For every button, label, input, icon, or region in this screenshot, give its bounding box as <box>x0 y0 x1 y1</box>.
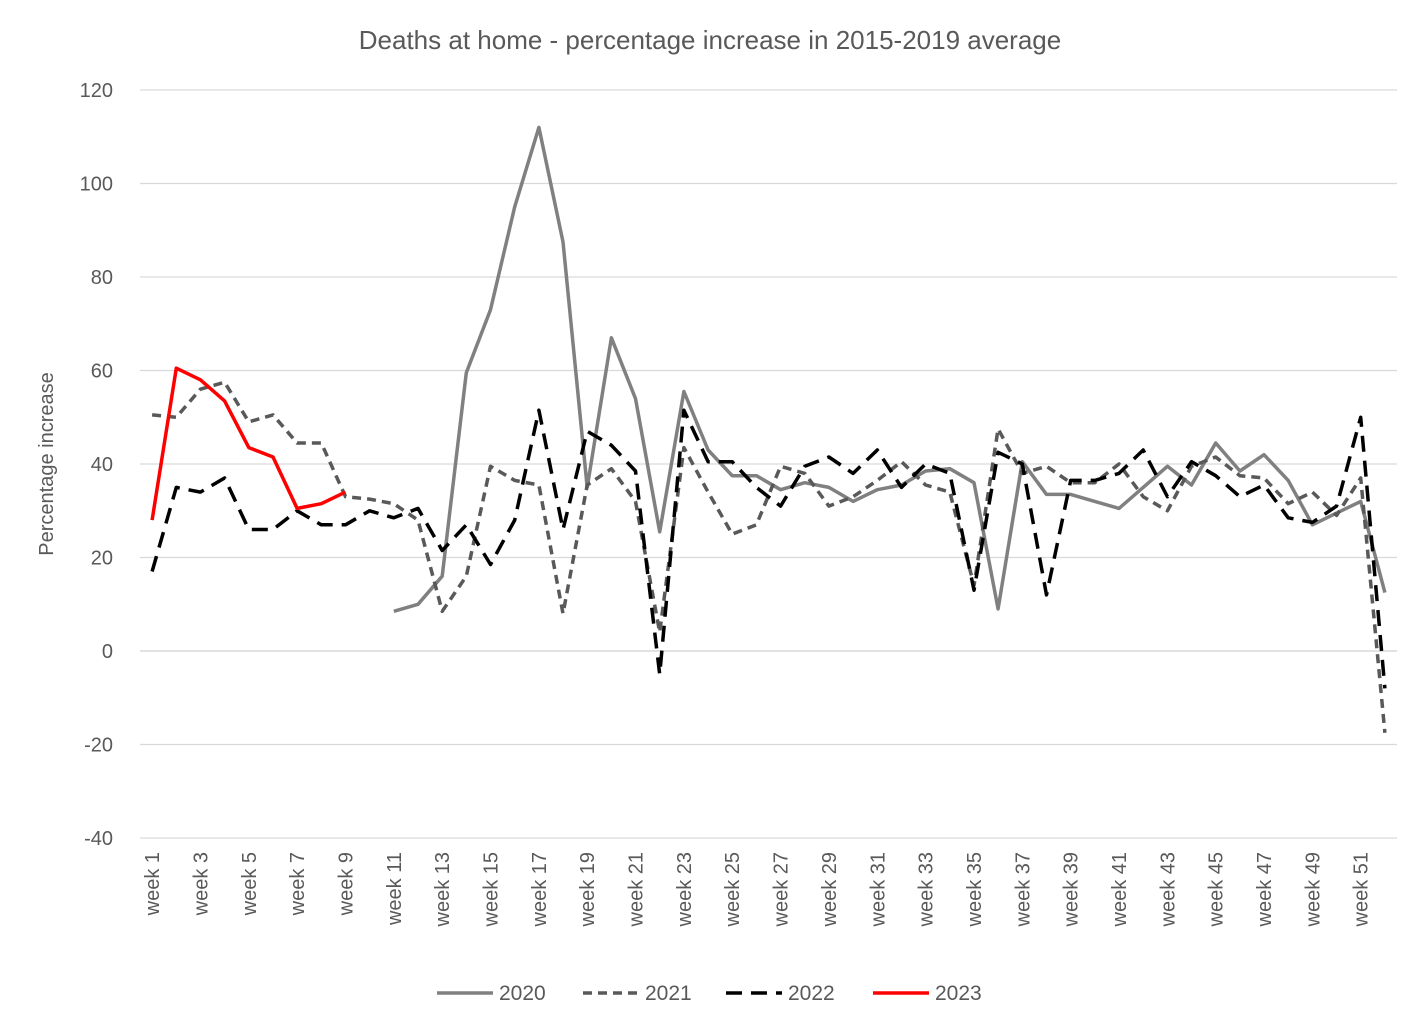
series-line-2023 <box>150 366 347 521</box>
y-tick-label: 60 <box>91 361 113 383</box>
x-tick-label: week 9 <box>335 852 357 916</box>
y-tick-label: 120 <box>80 80 113 102</box>
y-tick-label: 20 <box>91 548 113 570</box>
x-tick-label: week 13 <box>432 852 454 928</box>
y-tick-label: 100 <box>80 174 113 196</box>
x-tick-label: week 23 <box>674 852 696 928</box>
x-tick-label: week 49 <box>1302 852 1324 928</box>
x-axis-tick-labels: week 1 week 3 week 5 week 7 week 9 week 11 wee… <box>142 852 1373 928</box>
x-tick-label: week 21 <box>626 852 648 928</box>
x-tick-label: week 33 <box>916 852 938 928</box>
x-tick-label: week 45 <box>1206 852 1228 928</box>
y-tick-label: -40 <box>84 828 113 850</box>
x-tick-label: week 29 <box>819 852 841 928</box>
x-tick-label: week 27 <box>771 852 793 928</box>
gridlines <box>140 89 1397 839</box>
y-axis-tick-labels: -40 -20 0 20 40 60 80 100 120 <box>80 80 113 850</box>
x-tick-label: week 11 <box>384 852 406 926</box>
x-tick-label: week 7 <box>287 852 309 916</box>
x-tick-label: week 43 <box>1157 852 1179 928</box>
x-tick-label: week 31 <box>867 852 889 928</box>
legend-label-2020: 2020 <box>499 982 546 1005</box>
x-tick-label: week 35 <box>964 852 986 928</box>
y-tick-label: 40 <box>91 454 113 476</box>
legend-label-2021: 2021 <box>645 982 692 1005</box>
legend: 2020 2021 2022 2023 <box>437 982 982 1005</box>
x-tick-label: week 47 <box>1254 852 1276 928</box>
y-tick-label: 0 <box>102 641 113 663</box>
x-tick-label: week 19 <box>577 852 599 928</box>
x-tick-label: week 1 <box>142 852 164 916</box>
y-tick-label: 80 <box>91 267 113 289</box>
x-tick-label: week 15 <box>481 852 503 928</box>
x-tick-label: week 39 <box>1061 852 1083 928</box>
y-tick-label: -20 <box>84 735 113 757</box>
x-tick-label: week 37 <box>1012 852 1034 928</box>
series-lines <box>150 125 1387 733</box>
x-tick-label: week 25 <box>722 852 744 928</box>
x-tick-label: week 3 <box>190 852 212 916</box>
x-tick-label: week 5 <box>239 852 261 916</box>
x-tick-label: week 41 <box>1109 852 1131 928</box>
legend-label-2023: 2023 <box>935 982 982 1005</box>
series-line-2022 <box>150 408 1387 689</box>
y-axis-title: Percentage increase <box>36 372 58 555</box>
x-tick-label: week 51 <box>1351 852 1373 928</box>
chart-title: Deaths at home - percentage increase in … <box>359 25 1061 55</box>
series-line-2020 <box>393 125 1387 613</box>
legend-label-2022: 2022 <box>788 982 835 1005</box>
series-line-2021 <box>151 380 1387 733</box>
x-tick-label: week 17 <box>529 852 551 928</box>
